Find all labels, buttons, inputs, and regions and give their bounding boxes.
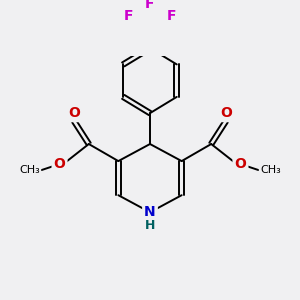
Text: F: F [145, 0, 155, 11]
Text: O: O [235, 157, 246, 170]
Text: O: O [54, 157, 65, 170]
Text: H: H [145, 219, 155, 232]
Text: CH₃: CH₃ [260, 165, 281, 175]
Text: O: O [220, 106, 232, 120]
Text: F: F [124, 9, 134, 23]
Text: O: O [68, 106, 80, 120]
Text: N: N [144, 205, 156, 219]
Text: CH₃: CH₃ [19, 165, 40, 175]
Text: F: F [167, 9, 176, 23]
